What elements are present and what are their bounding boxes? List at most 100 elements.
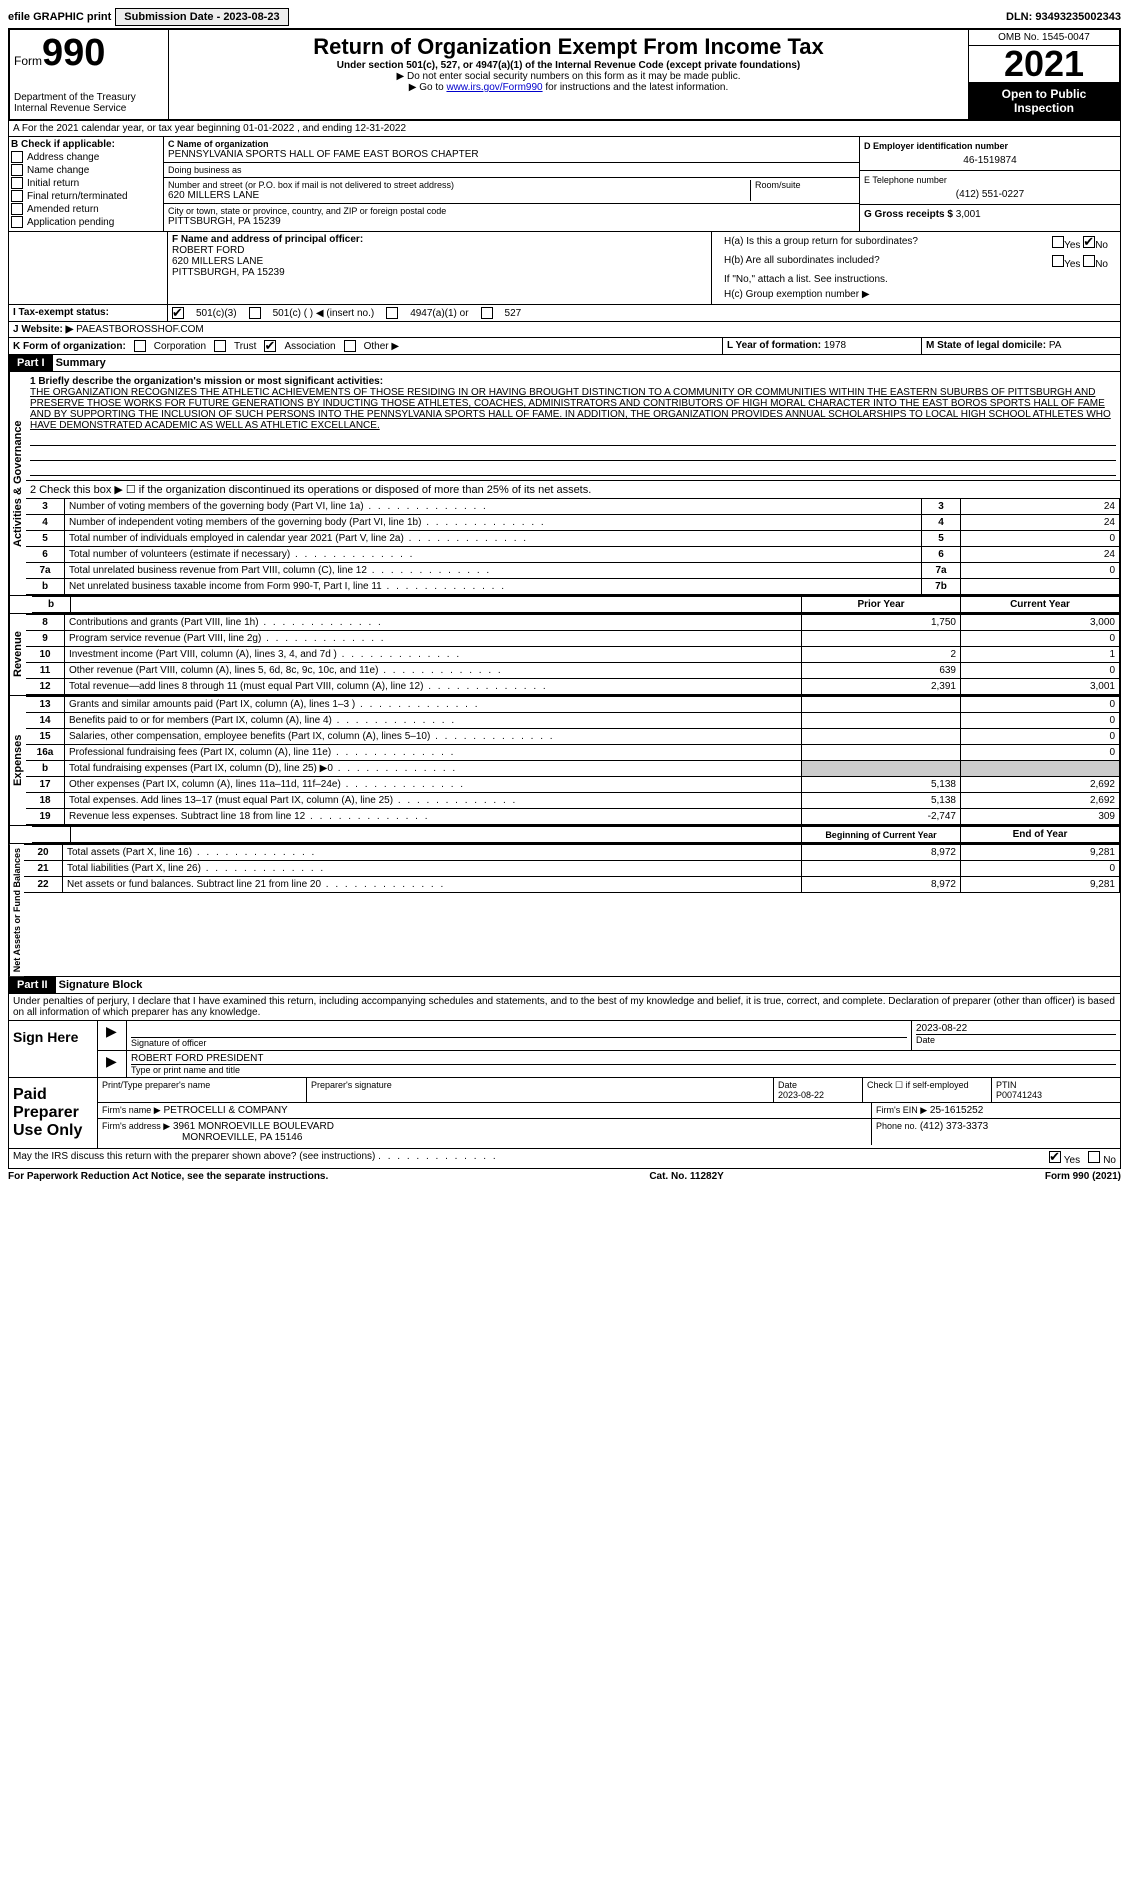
dln-label: DLN: 93493235002343 (1006, 11, 1121, 23)
gross-receipts-value: 3,001 (956, 209, 981, 220)
vert-revenue: Revenue (9, 614, 26, 695)
initial-return-checkbox[interactable] (11, 177, 23, 189)
submission-date-button[interactable]: Submission Date - 2023-08-23 (115, 8, 288, 26)
city-label: City or town, state or province, country… (168, 206, 855, 216)
other-checkbox[interactable] (344, 340, 356, 352)
street-value: 620 MILLERS LANE (168, 190, 750, 201)
hb-no-checkbox[interactable] (1083, 255, 1095, 267)
q1-text: THE ORGANIZATION RECOGNIZES THE ATHLETIC… (30, 387, 1116, 431)
org-name-label: C Name of organization (168, 139, 855, 149)
form-number: 990 (42, 32, 105, 74)
prep-sig-label: Preparer's signature (307, 1078, 774, 1102)
form-title: Return of Organization Exempt From Incom… (173, 34, 964, 60)
assoc-checkbox[interactable] (264, 340, 276, 352)
state-domicile-value: PA (1049, 340, 1062, 351)
officer-name: ROBERT FORD (172, 245, 707, 256)
footer-left: For Paperwork Reduction Act Notice, see … (8, 1171, 328, 1182)
year-formation-label: L Year of formation: (727, 340, 821, 351)
paid-preparer-section: Paid Preparer Use Only Print/Type prepar… (8, 1078, 1121, 1149)
open-public-label: Open to Public Inspection (969, 83, 1119, 119)
q2-text: 2 Check this box ▶ ☐ if the organization… (26, 480, 1120, 498)
phone-value: (412) 551-0227 (864, 189, 1116, 200)
vert-expenses: Expenses (9, 696, 26, 825)
gross-receipts-label: G Gross receipts $ (864, 209, 953, 220)
section-b: B Check if applicable: Address change Na… (9, 137, 164, 231)
year-formation-value: 1978 (824, 340, 846, 351)
4947-checkbox[interactable] (386, 307, 398, 319)
expenses-table: 13Grants and similar amounts paid (Part … (26, 696, 1120, 825)
ein-label: D Employer identification number (864, 141, 1116, 151)
website-value: PAEASTBOROSSHOF.COM (76, 324, 204, 335)
prep-date: 2023-08-22 (778, 1090, 824, 1100)
firm-ein: 25-1615252 (930, 1105, 983, 1116)
self-employed-check: Check ☐ if self-employed (863, 1078, 992, 1102)
tax-year: 2021 (969, 46, 1119, 83)
sig-date-label: Date (916, 1034, 1116, 1045)
officer-printed-name: ROBERT FORD PRESIDENT (131, 1053, 1116, 1064)
501c-checkbox[interactable] (249, 307, 261, 319)
instruction-2-pre: ▶ Go to (409, 82, 447, 93)
firm-name: PETROCELLI & COMPANY (163, 1105, 287, 1116)
instruction-2-post: for instructions and the latest informat… (543, 82, 729, 93)
section-a: A For the 2021 calendar year, or tax yea… (8, 121, 1121, 137)
balance-header-table: Beginning of Current Year End of Year (32, 826, 1120, 843)
form-prefix: Form (14, 54, 42, 68)
ha-no-checkbox[interactable] (1083, 236, 1095, 248)
instruction-1: ▶ Do not enter social security numbers o… (173, 71, 964, 82)
form-org-label: K Form of organization: (13, 341, 126, 352)
netassets-table: 20Total assets (Part X, line 16)8,9729,2… (24, 844, 1120, 893)
footer-right: Form 990 (2021) (1045, 1171, 1121, 1182)
amended-return-checkbox[interactable] (11, 203, 23, 215)
part2-title: Signature Block (59, 979, 143, 991)
part1-label: Part I (9, 355, 53, 371)
officer-street: 620 MILLERS LANE (172, 256, 707, 267)
dba-label: Doing business as (168, 165, 855, 175)
ha-label: H(a) Is this a group return for subordin… (724, 236, 918, 251)
part2-label: Part II (9, 977, 56, 993)
hb-yes-checkbox[interactable] (1052, 255, 1064, 267)
officer-city: PITTSBURGH, PA 15239 (172, 267, 707, 278)
discuss-label: May the IRS discuss this return with the… (13, 1151, 375, 1162)
trust-checkbox[interactable] (214, 340, 226, 352)
501c3-checkbox[interactable] (172, 307, 184, 319)
corp-checkbox[interactable] (134, 340, 146, 352)
officer-title-label: Type or print name and title (131, 1064, 1116, 1075)
website-label: J Website: ▶ (13, 324, 73, 335)
ein-value: 46-1519874 (864, 155, 1116, 166)
sign-here-section: Sign Here ▶ Signature of officer 2023-08… (8, 1021, 1121, 1078)
ptin-value: P00741243 (996, 1090, 1042, 1100)
name-change-checkbox[interactable] (11, 164, 23, 176)
org-name: PENNSYLVANIA SPORTS HALL OF FAME EAST BO… (168, 149, 855, 160)
year-header-table: b Prior Year Current Year (32, 596, 1120, 613)
revenue-table: 8Contributions and grants (Part VIII, li… (26, 614, 1120, 695)
city-value: PITTSBURGH, PA 15239 (168, 216, 855, 227)
tax-exempt-label: I Tax-exempt status: (13, 307, 109, 318)
governance-table: 3Number of voting members of the governi… (26, 498, 1120, 595)
hb-label: H(b) Are all subordinates included? (724, 255, 880, 270)
firm-addr2: MONROEVILLE, PA 15146 (182, 1132, 302, 1143)
irs-link[interactable]: www.irs.gov/Form990 (446, 82, 542, 93)
ha-yes-checkbox[interactable] (1052, 236, 1064, 248)
final-return-checkbox[interactable] (11, 190, 23, 202)
efile-label: efile GRAPHIC print (8, 11, 111, 23)
phone-label: E Telephone number (864, 175, 1116, 185)
discuss-yes-checkbox[interactable] (1049, 1151, 1061, 1163)
officer-label: F Name and address of principal officer: (172, 234, 707, 245)
address-change-checkbox[interactable] (11, 151, 23, 163)
form-header: Form990 Department of the Treasury Inter… (8, 28, 1121, 121)
firm-phone: (412) 373-3373 (920, 1121, 988, 1132)
527-checkbox[interactable] (481, 307, 493, 319)
street-label: Number and street (or P.O. box if mail i… (168, 180, 750, 190)
vert-governance: Activities & Governance (9, 372, 26, 595)
application-pending-checkbox[interactable] (11, 216, 23, 228)
state-domicile-label: M State of legal domicile: (926, 340, 1046, 351)
form-subtitle: Under section 501(c), 527, or 4947(a)(1)… (173, 60, 964, 71)
discuss-no-checkbox[interactable] (1088, 1151, 1100, 1163)
firm-addr: 3961 MONROEVILLE BOULEVARD (173, 1121, 334, 1132)
vert-netassets: Net Assets or Fund Balances (9, 844, 24, 976)
part1-title: Summary (56, 357, 106, 369)
perjury-text: Under penalties of perjury, I declare th… (8, 994, 1121, 1021)
room-label: Room/suite (755, 180, 855, 190)
hc-label: H(c) Group exemption number ▶ (716, 287, 1116, 302)
sig-officer-label: Signature of officer (131, 1037, 907, 1048)
